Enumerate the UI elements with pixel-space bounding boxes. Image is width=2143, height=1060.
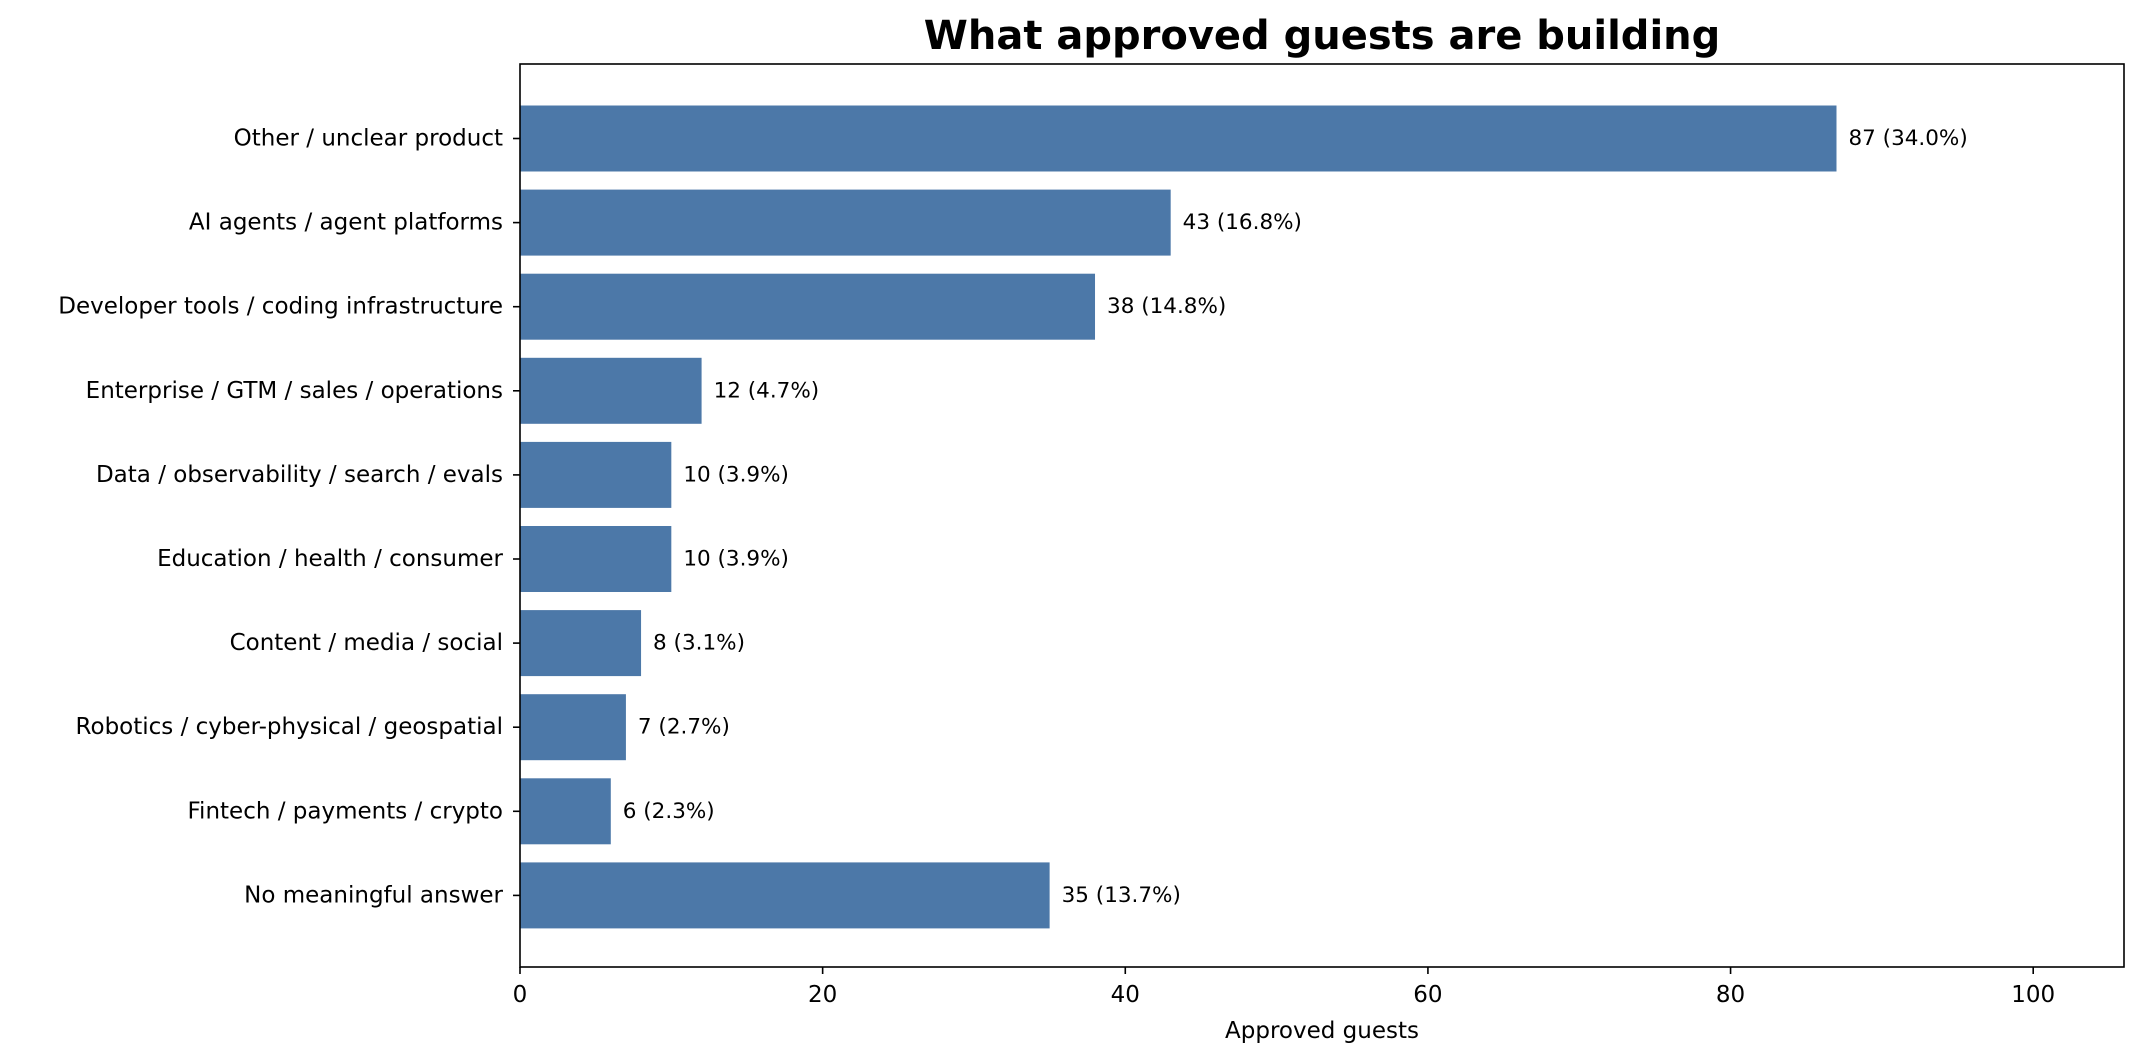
value-label-other-unclear-product: 87 (34.0%) <box>1848 126 1967 151</box>
value-label-ai-agents-agent-platforms: 43 (16.8%) <box>1183 210 1302 235</box>
x-tick-label-0: 0 <box>513 982 528 1008</box>
value-label-robotics-cyber-physical-geospatial: 7 (2.7%) <box>638 715 730 740</box>
x-tick-label-20: 20 <box>808 982 837 1008</box>
x-axis-label: Approved guests <box>1225 1018 1419 1044</box>
bar-education-health-consumer <box>520 526 672 592</box>
value-label-data-observability-search-evals: 10 (3.9%) <box>683 462 789 487</box>
plot-frame <box>519 63 2125 968</box>
value-label-fintech-payments-crypto: 6 (2.3%) <box>623 799 715 824</box>
x-tick-label-40: 40 <box>1111 982 1140 1008</box>
bar-content-media-social <box>520 610 642 677</box>
category-label-developer-tools-coding-infrastructure: Developer tools / coding infrastructure <box>58 294 503 320</box>
bar-ai-agents-agent-platforms <box>520 189 1171 256</box>
category-label-other-unclear-product: Other / unclear product <box>234 126 503 152</box>
bar-developer-tools-coding-infrastructure <box>520 273 1096 340</box>
labels-layer: Other / unclear product 87 (34.0%) AI agen… <box>58 126 1967 909</box>
bar-no-meaningful-answer <box>520 862 1050 929</box>
x-axis: 0 20 40 60 80 100 <box>513 967 2055 1008</box>
bar-data-observability-search-evals <box>520 441 672 508</box>
category-label-data-observability-search-evals: Data / observability / search / evals <box>96 462 503 488</box>
chart-title: What approved guests are building <box>924 13 1721 59</box>
value-label-education-health-consumer: 10 (3.9%) <box>683 547 789 572</box>
category-label-content-media-social: Content / media / social <box>230 630 503 656</box>
value-label-content-media-social: 8 (3.1%) <box>653 631 745 656</box>
category-label-fintech-payments-crypto: Fintech / payments / crypto <box>188 798 504 824</box>
category-label-ai-agents-agent-platforms: AI agents / agent platforms <box>189 210 503 236</box>
category-label-education-health-consumer: Education / health / consumer <box>157 546 503 572</box>
x-tick-label-100: 100 <box>2011 982 2055 1008</box>
value-label-developer-tools-coding-infrastructure: 38 (14.8%) <box>1107 294 1226 319</box>
category-label-enterprise-gtm-sales-operations: Enterprise / GTM / sales / operations <box>86 378 503 404</box>
bar-robotics-cyber-physical-geospatial <box>520 694 626 761</box>
bar-other-unclear-product <box>520 105 1837 172</box>
bar-fintech-payments-crypto <box>520 778 611 845</box>
x-tick-label-60: 60 <box>1413 982 1442 1008</box>
x-tick-label-80: 80 <box>1716 982 1745 1008</box>
category-label-no-meaningful-answer: No meaningful answer <box>244 882 503 908</box>
value-label-enterprise-gtm-sales-operations: 12 (4.7%) <box>714 378 820 403</box>
bars-layer <box>520 105 1837 929</box>
value-label-no-meaningful-answer: 35 (13.7%) <box>1062 883 1181 908</box>
category-label-robotics-cyber-physical-geospatial: Robotics / cyber-physical / geospatial <box>76 714 503 740</box>
bar-enterprise-gtm-sales-operations <box>520 357 702 424</box>
